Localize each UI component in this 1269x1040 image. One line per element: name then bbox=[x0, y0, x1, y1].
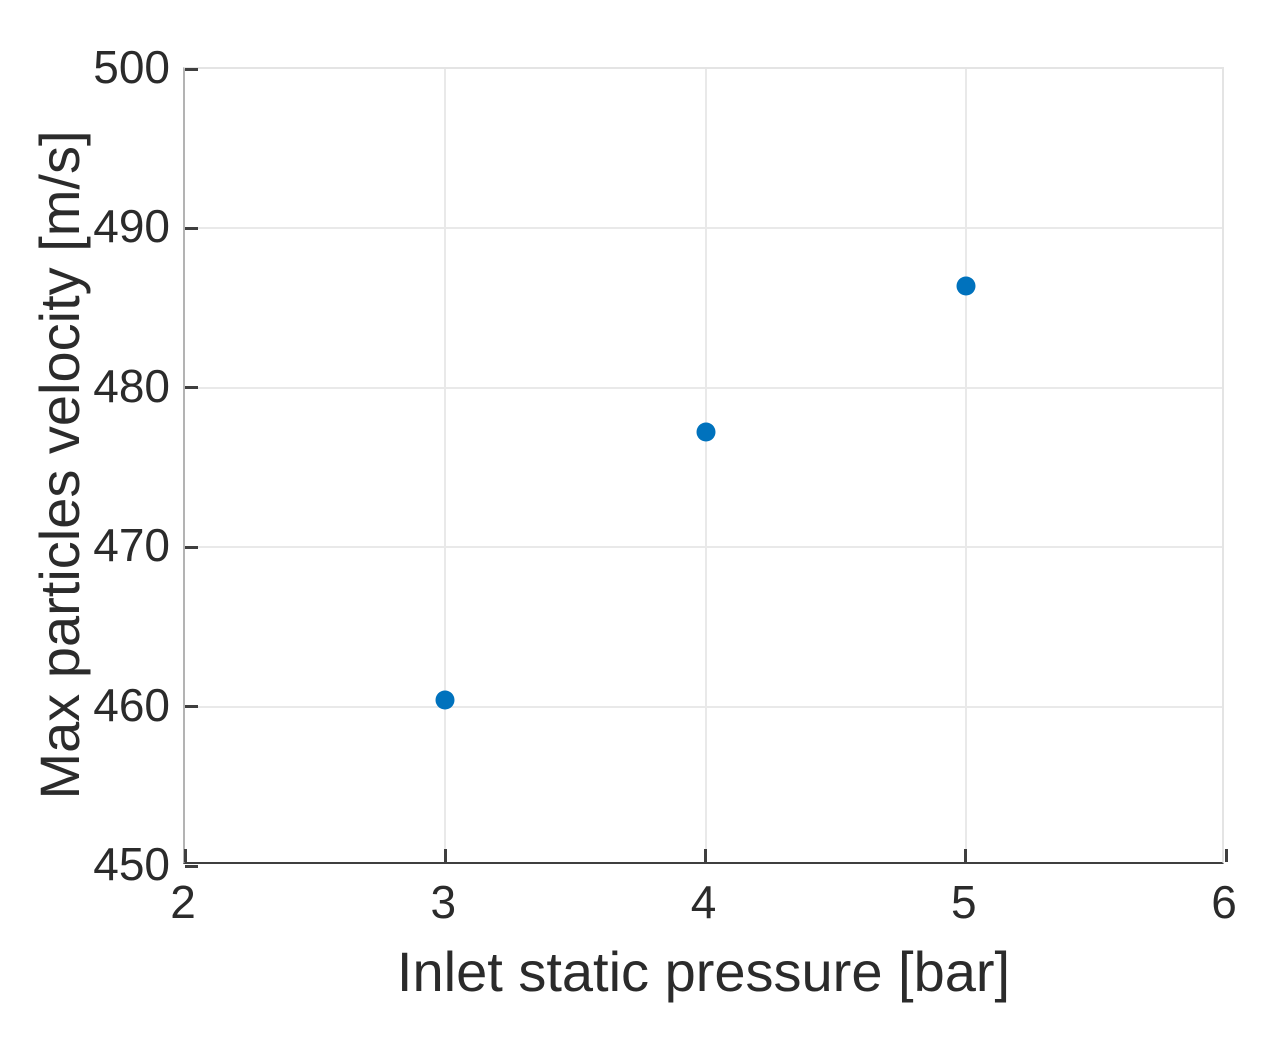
y-tick-label: 480 bbox=[93, 359, 170, 412]
x-tick-label: 2 bbox=[170, 876, 196, 928]
y-tick-label: 450 bbox=[93, 838, 170, 890]
y-gridline bbox=[185, 705, 1222, 708]
x-tick-label: 3 bbox=[430, 876, 457, 928]
y-gridline bbox=[185, 227, 1222, 230]
x-tick-label: 5 bbox=[950, 876, 977, 928]
x-tick-mark bbox=[704, 849, 707, 862]
plot-area bbox=[183, 67, 1228, 868]
data-point bbox=[956, 276, 976, 296]
y-tick-mark bbox=[185, 545, 198, 549]
y-tick-label: 470 bbox=[93, 519, 170, 572]
y-gridline bbox=[185, 546, 1222, 549]
y-gridline bbox=[185, 386, 1222, 389]
x-tick-mark bbox=[1224, 849, 1228, 862]
y-tick-mark bbox=[185, 226, 198, 230]
y-tick-mark bbox=[185, 705, 198, 709]
x-gridline bbox=[704, 69, 707, 862]
x-tick-label: 4 bbox=[690, 876, 717, 928]
y-tick-label: 460 bbox=[93, 678, 170, 731]
x-gridline bbox=[444, 69, 447, 862]
x-tick-mark bbox=[964, 849, 968, 862]
x-tick-mark bbox=[183, 849, 187, 862]
y-tick-mark bbox=[185, 864, 198, 868]
x-tick-label: 6 bbox=[1211, 876, 1237, 928]
x-gridline bbox=[964, 69, 967, 862]
y-tick-mark bbox=[185, 67, 198, 71]
y-axis-label: Max particles velocity [m/s] bbox=[27, 130, 91, 800]
y-tick-label: 500 bbox=[93, 41, 170, 93]
x-axis-label: Inlet static pressure [bar] bbox=[396, 940, 1011, 1003]
x-tick-mark bbox=[443, 849, 447, 862]
y-tick-mark bbox=[185, 386, 198, 390]
y-tick-label: 490 bbox=[93, 200, 170, 253]
data-point bbox=[696, 422, 715, 442]
data-point bbox=[435, 690, 455, 710]
